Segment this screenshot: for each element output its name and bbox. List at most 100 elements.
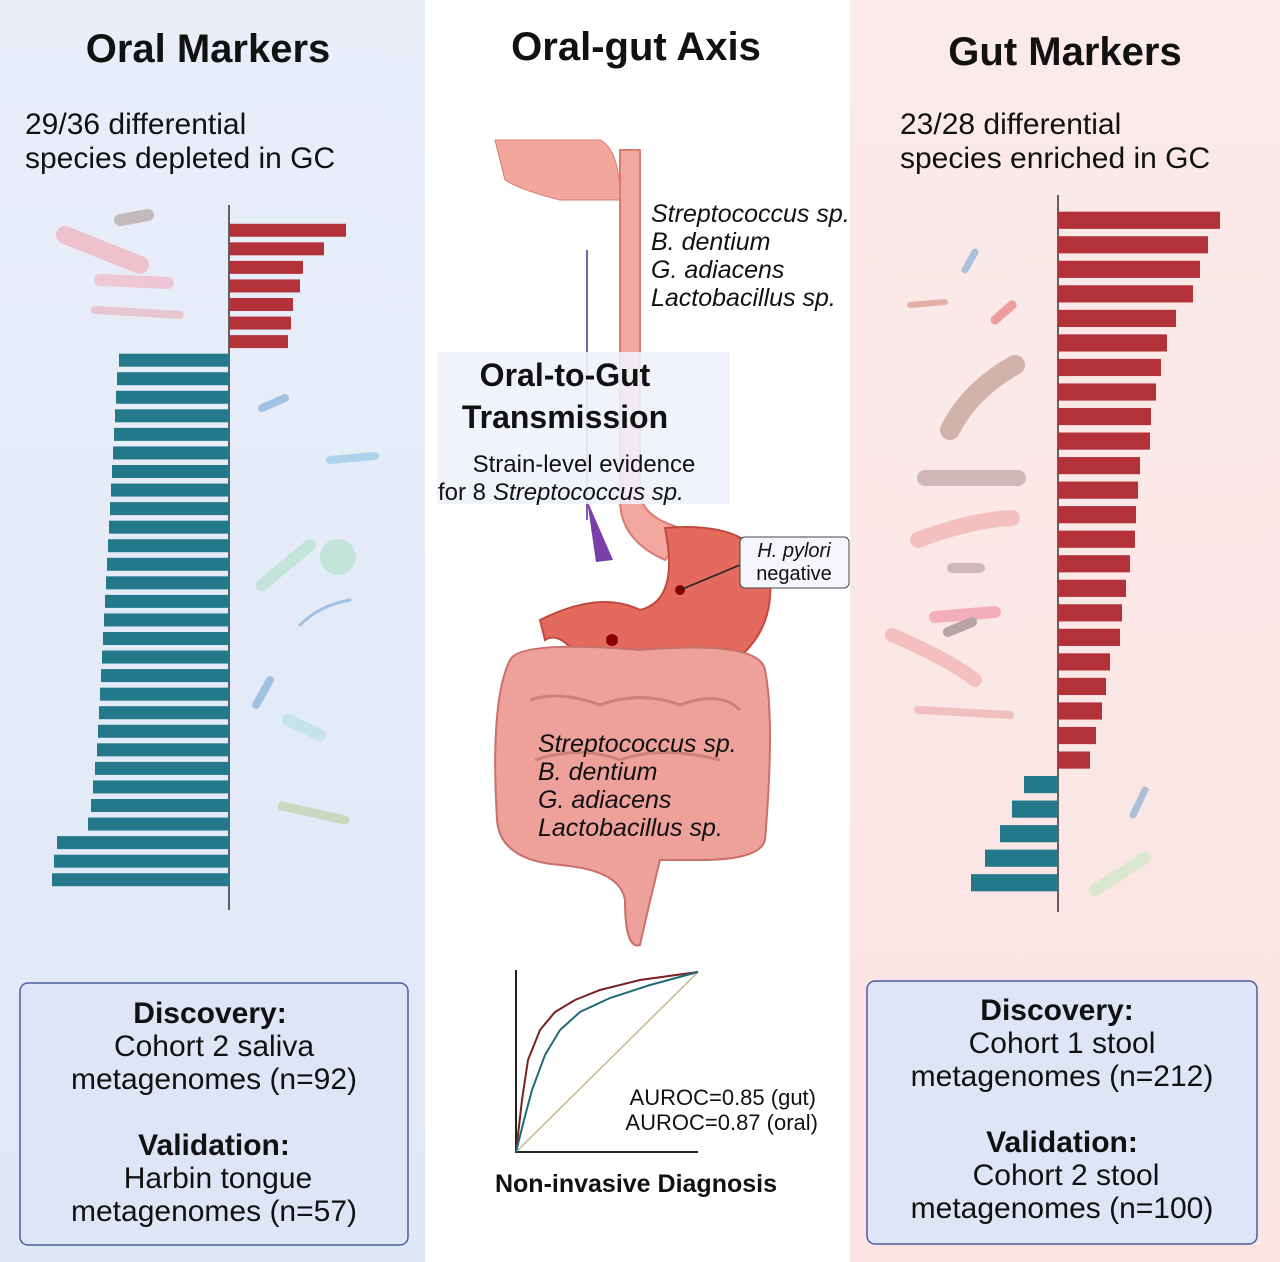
marker-bar <box>229 316 291 330</box>
marker-bar <box>105 594 229 608</box>
hpylori-text: H. pylori <box>757 540 831 562</box>
marker-bar <box>1058 457 1140 475</box>
evidence-text: for 8 Streptococcus sp. <box>438 479 684 506</box>
marker-bar <box>1058 383 1156 401</box>
marker-bar <box>108 539 229 553</box>
marker-bar <box>1058 579 1126 597</box>
cohort-text: Cohort 1 stool <box>969 1027 1156 1060</box>
marker-bar <box>985 849 1058 867</box>
marker-bar <box>95 761 229 775</box>
marker-bar <box>1058 677 1106 696</box>
marker-bar <box>1058 260 1200 278</box>
evidence-count: for 8 <box>438 479 486 506</box>
axis-title: Oral-gut Axis <box>511 25 761 69</box>
cohort-text: metagenomes (n=100) <box>911 1192 1214 1225</box>
marker-bar <box>971 874 1058 892</box>
cohort-text: metagenomes (n=92) <box>71 1063 357 1096</box>
marker-bar <box>1058 530 1135 548</box>
cohort-text: metagenomes (n=212) <box>911 1060 1214 1093</box>
marker-bar <box>117 372 229 386</box>
roc-curve <box>515 970 699 1153</box>
marker-bar <box>1058 702 1102 720</box>
marker-bar <box>1058 481 1138 499</box>
marker-bar <box>1058 726 1096 745</box>
marker-bar <box>106 576 229 590</box>
oral-summary: species depleted in GC <box>25 142 335 175</box>
microbes <box>56 209 1151 896</box>
auroc-label: AUROC=0.87 (oral) <box>625 1110 818 1135</box>
marker-bar <box>101 669 229 683</box>
gut-cohort-box <box>866 980 1258 1245</box>
marker-bar <box>229 335 288 349</box>
marker-bar <box>1058 628 1120 646</box>
marker-bar <box>1058 211 1220 229</box>
marker-bar <box>104 613 229 627</box>
marker-bar <box>109 520 229 534</box>
marker-bar <box>107 557 229 571</box>
marker-bar <box>103 632 229 645</box>
marker-bar <box>119 353 229 367</box>
marker-bar <box>229 260 303 274</box>
marker-bar <box>100 687 229 701</box>
cohort-heading: Validation: <box>138 1129 290 1162</box>
marker-bar <box>54 854 229 868</box>
transmission-title: Transmission <box>462 399 668 435</box>
marker-bar <box>98 724 229 738</box>
marker-bar <box>114 427 229 441</box>
marker-bar <box>1024 776 1058 794</box>
gut-species: G. adiacens <box>538 786 671 814</box>
marker-bar <box>113 446 229 460</box>
oral-cohort-box <box>19 982 409 1246</box>
hpylori-callout <box>739 536 850 589</box>
oral-species: Lactobacillus sp. <box>651 284 836 312</box>
cohort-text: Cohort 2 saliva <box>114 1030 314 1063</box>
gut-species: Streptococcus sp. <box>538 730 737 758</box>
cohort-text: metagenomes (n=57) <box>71 1195 357 1228</box>
marker-bar <box>1058 309 1176 327</box>
gut-summary: 23/28 differential <box>900 108 1121 141</box>
oral-title: Oral Markers <box>86 27 331 71</box>
evidence-species: Streptococcus sp. <box>493 479 684 506</box>
marker-bar <box>97 743 229 757</box>
hpylori-text: negative <box>756 563 832 585</box>
gut-summary: species enriched in GC <box>900 142 1210 175</box>
marker-bar <box>1058 334 1167 352</box>
marker-bar <box>91 799 229 812</box>
marker-bar <box>57 836 229 850</box>
marker-bar <box>1058 285 1193 303</box>
gut-species: Lactobacillus sp. <box>538 814 723 842</box>
marker-bar <box>1058 358 1161 377</box>
marker-bar <box>110 502 229 516</box>
marker-bar <box>93 780 229 794</box>
marker-bar <box>115 409 229 423</box>
marker-bar <box>1058 751 1090 769</box>
marker-bar <box>116 390 229 404</box>
marker-bar <box>1058 604 1122 622</box>
marker-bar <box>229 279 300 293</box>
marker-bar <box>52 873 229 887</box>
oral-species: Streptococcus sp. <box>651 200 850 228</box>
marker-bar <box>102 650 229 664</box>
marker-bar <box>1058 555 1130 573</box>
gut-title: Gut Markers <box>948 30 1181 74</box>
marker-bar <box>111 483 229 497</box>
marker-bar <box>1058 432 1150 450</box>
cohort-heading: Discovery: <box>980 994 1133 1027</box>
marker-bar <box>229 223 346 237</box>
marker-bar <box>88 817 229 831</box>
marker-bar <box>99 706 229 720</box>
marker-bar <box>1000 825 1058 843</box>
roc-caption: Non-invasive Diagnosis <box>495 1170 777 1198</box>
cohort-text: Harbin tongue <box>124 1162 312 1195</box>
marker-bar <box>112 465 229 478</box>
gut-species: B. dentium <box>538 758 658 786</box>
marker-bar <box>1058 653 1110 671</box>
cohort-heading: Discovery: <box>133 997 286 1030</box>
transmission-box <box>437 352 730 504</box>
evidence-text: Strain-level evidence <box>473 451 696 478</box>
cohort-heading: Validation: <box>986 1126 1138 1159</box>
transmission-title: Oral-to-Gut <box>480 357 651 393</box>
auroc-label: AUROC=0.85 (gut) <box>630 1085 816 1110</box>
marker-bar <box>229 298 293 311</box>
